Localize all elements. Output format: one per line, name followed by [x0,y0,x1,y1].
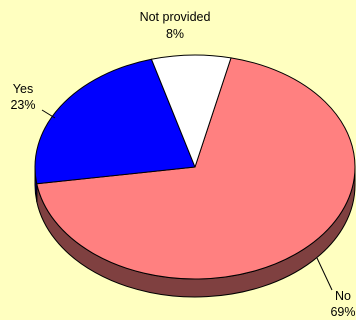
slice-label-yes-name: Yes [13,82,33,96]
slice-label-no-pct: 69% [330,305,355,319]
leader-line-no [317,258,332,290]
slice-label-not-provided-name: Not provided [140,10,211,24]
slice-label-not-provided-pct: 8% [166,27,184,41]
slice-label-yes-pct: 23% [10,98,35,112]
leader-line-yes [42,110,55,118]
pie-tops [35,55,355,279]
slice-label-no-name: No [335,289,351,303]
